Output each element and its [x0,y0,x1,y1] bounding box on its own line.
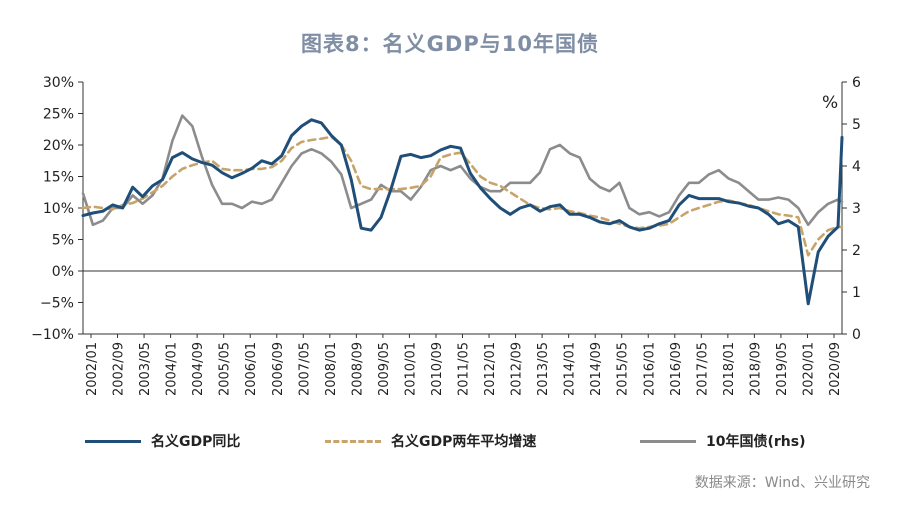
x-axis-tick-label: 2018/09 [748,342,763,396]
series-line-2 [81,114,844,227]
right-axis-unit-label: % [822,93,838,113]
x-axis-tick-label: 2011/05 [457,342,472,396]
legend-swatch-solid-gray [640,439,696,443]
right-axis-tick-label: 4 [852,159,861,175]
x-axis-tick-label: 2014/01 [563,342,578,396]
legend-item-10y-treasury: 10年国债(rhs) [640,432,805,450]
left-axis-tick-label: 15% [43,170,74,186]
left-axis-tick-label: 25% [43,107,74,123]
right-axis-tick-label: 0 [852,327,861,343]
left-axis-tick-label: −5% [40,296,74,312]
x-axis-tick-label: 2009/05 [377,342,392,396]
legend-swatch-solid-navy [85,439,141,443]
right-axis-tick-label: 1 [852,285,861,301]
x-tick-labels: 2002/01 2002/09 2003/05 2004/01 2004/09 2005/… [85,334,843,396]
legend-item-nominal-gdp-yoy: 名义GDP同比 [85,432,240,450]
left-axis-tick-label: 10% [43,201,74,217]
series-layer [81,114,844,306]
x-axis-tick-label: 2002/09 [112,342,127,396]
legend-item-nominal-gdp-2yr-avg: 名义GDP两年平均增速 [325,432,536,450]
x-axis-tick-label: 2020/01 [801,342,816,396]
x-axis-tick-label: 2018/01 [722,342,737,396]
x-axis-tick-label: 2013/05 [536,342,551,396]
x-axis-tick-label: 2008/01 [324,342,339,396]
x-axis-tick-label: 2008/09 [350,342,365,396]
x-axis-tick-label: 2017/05 [695,342,710,396]
x-axis-tick-label: 2019/05 [775,342,790,396]
x-axis-tick-label: 2006/09 [271,342,286,396]
x-axis-tick-label: 2012/09 [510,342,525,396]
x-axis-tick-label: 2004/09 [191,342,206,396]
x-axis-tick-label: 2007/05 [297,342,312,396]
legend-swatch-dashed-gold [325,439,381,443]
legend-label: 10年国债(rhs) [706,434,806,450]
chart-title: 图表8：名义GDP与10年国债 [301,32,599,56]
x-axis-tick-label: 2010/01 [403,342,418,396]
legend-label: 名义GDP两年平均增速 [391,434,537,450]
right-axis-tick-label: 2 [852,243,861,259]
x-axis-tick-label: 2016/01 [642,342,657,396]
left-axis-tick-label: 20% [43,138,74,154]
axes-layer: −10% −5% 0% 5% 10% 15% 20% 25% 30% 0 1 2 3 4 5 6 [31,75,861,343]
left-axis-tick-label: 5% [52,233,74,249]
left-axis-tick-label: 0% [52,264,74,280]
x-axis-tick-label: 2006/01 [244,342,259,396]
right-axis-tick-label: 5 [852,117,861,133]
source-note: 数据来源：Wind、兴业研究 [694,475,870,491]
right-axis-tick-label: 6 [852,75,861,91]
x-axis-tick-label: 2012/01 [483,342,498,396]
x-axis-tick-label: 2003/05 [138,342,153,396]
x-axis-tick-label: 2014/09 [589,342,604,396]
x-axis-tick-label: 2015/05 [616,342,631,396]
x-axis-tick-label: 2010/09 [430,342,445,396]
x-axis-tick-label: 2020/09 [828,342,843,396]
left-axis-tick-label: 30% [43,75,74,91]
x-axis-tick-label: 2005/05 [218,342,233,396]
x-axis-tick-label: 2002/01 [85,342,100,396]
x-axis-tick-label: 2004/01 [165,342,180,396]
x-axis-tick-label: 2016/09 [669,342,684,396]
right-axis-tick-label: 3 [852,201,861,217]
left-axis-tick-label: −10% [31,327,74,343]
series-line-0 [81,118,844,306]
legend-label: 名义GDP同比 [151,434,241,450]
